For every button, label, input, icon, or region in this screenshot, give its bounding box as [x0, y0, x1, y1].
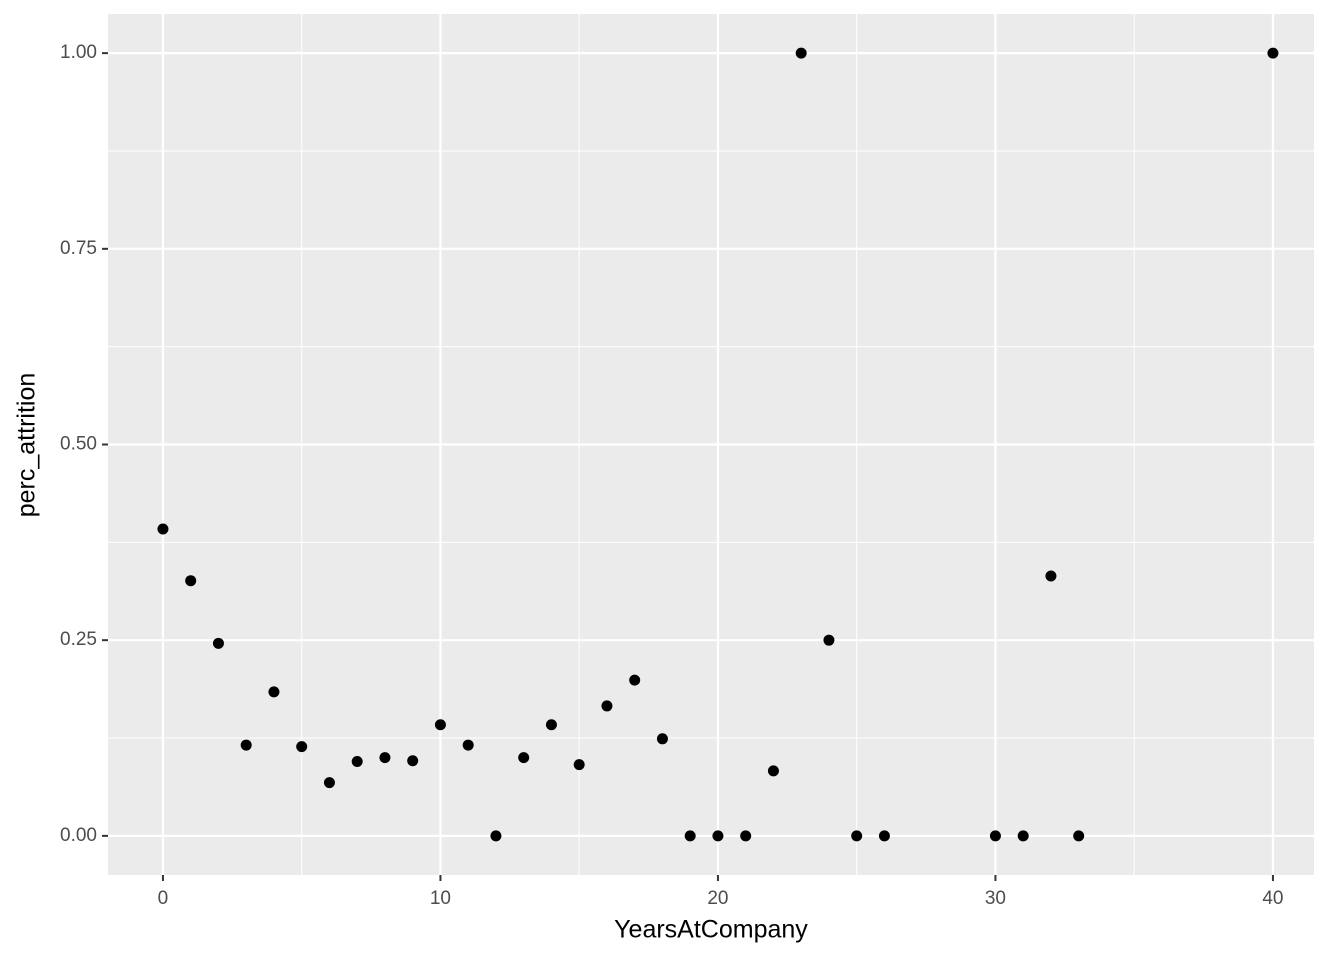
x-tick-label: 0	[158, 888, 169, 909]
point	[157, 523, 169, 535]
point	[407, 755, 419, 767]
y-tick-label: 0.50	[60, 434, 97, 455]
point	[296, 741, 308, 753]
point	[1017, 830, 1029, 842]
x-tick-label: 40	[1262, 888, 1283, 909]
point	[601, 700, 613, 712]
point	[1045, 570, 1057, 582]
point	[240, 739, 252, 751]
point	[878, 830, 890, 842]
point	[684, 830, 696, 842]
y-tick-label: 1.00	[60, 42, 97, 63]
point	[712, 830, 724, 842]
point	[851, 830, 863, 842]
point	[573, 759, 585, 771]
point	[434, 719, 446, 731]
x-tick-label: 30	[985, 888, 1006, 909]
point	[629, 674, 641, 686]
y-tick-label: 0.00	[60, 825, 97, 846]
point	[795, 47, 807, 59]
point	[518, 752, 530, 764]
point	[351, 756, 363, 768]
point	[545, 719, 557, 731]
point	[185, 575, 197, 587]
point	[656, 733, 668, 745]
point	[1073, 830, 1085, 842]
point	[823, 634, 835, 646]
x-tick-label: 10	[430, 888, 451, 909]
x-axis-title: YearsAtCompany	[614, 916, 808, 944]
y-axis-title: perc_attrition	[13, 373, 41, 518]
y-tick-label: 0.25	[60, 629, 97, 650]
x-tick-label: 20	[707, 888, 728, 909]
point	[268, 686, 280, 698]
y-tick-label: 0.75	[60, 238, 97, 259]
point	[490, 830, 502, 842]
point	[989, 830, 1001, 842]
point	[1267, 47, 1279, 59]
point	[323, 777, 335, 789]
point	[740, 830, 752, 842]
point	[767, 765, 779, 777]
point	[379, 752, 391, 764]
point	[212, 637, 224, 649]
point	[462, 739, 474, 751]
